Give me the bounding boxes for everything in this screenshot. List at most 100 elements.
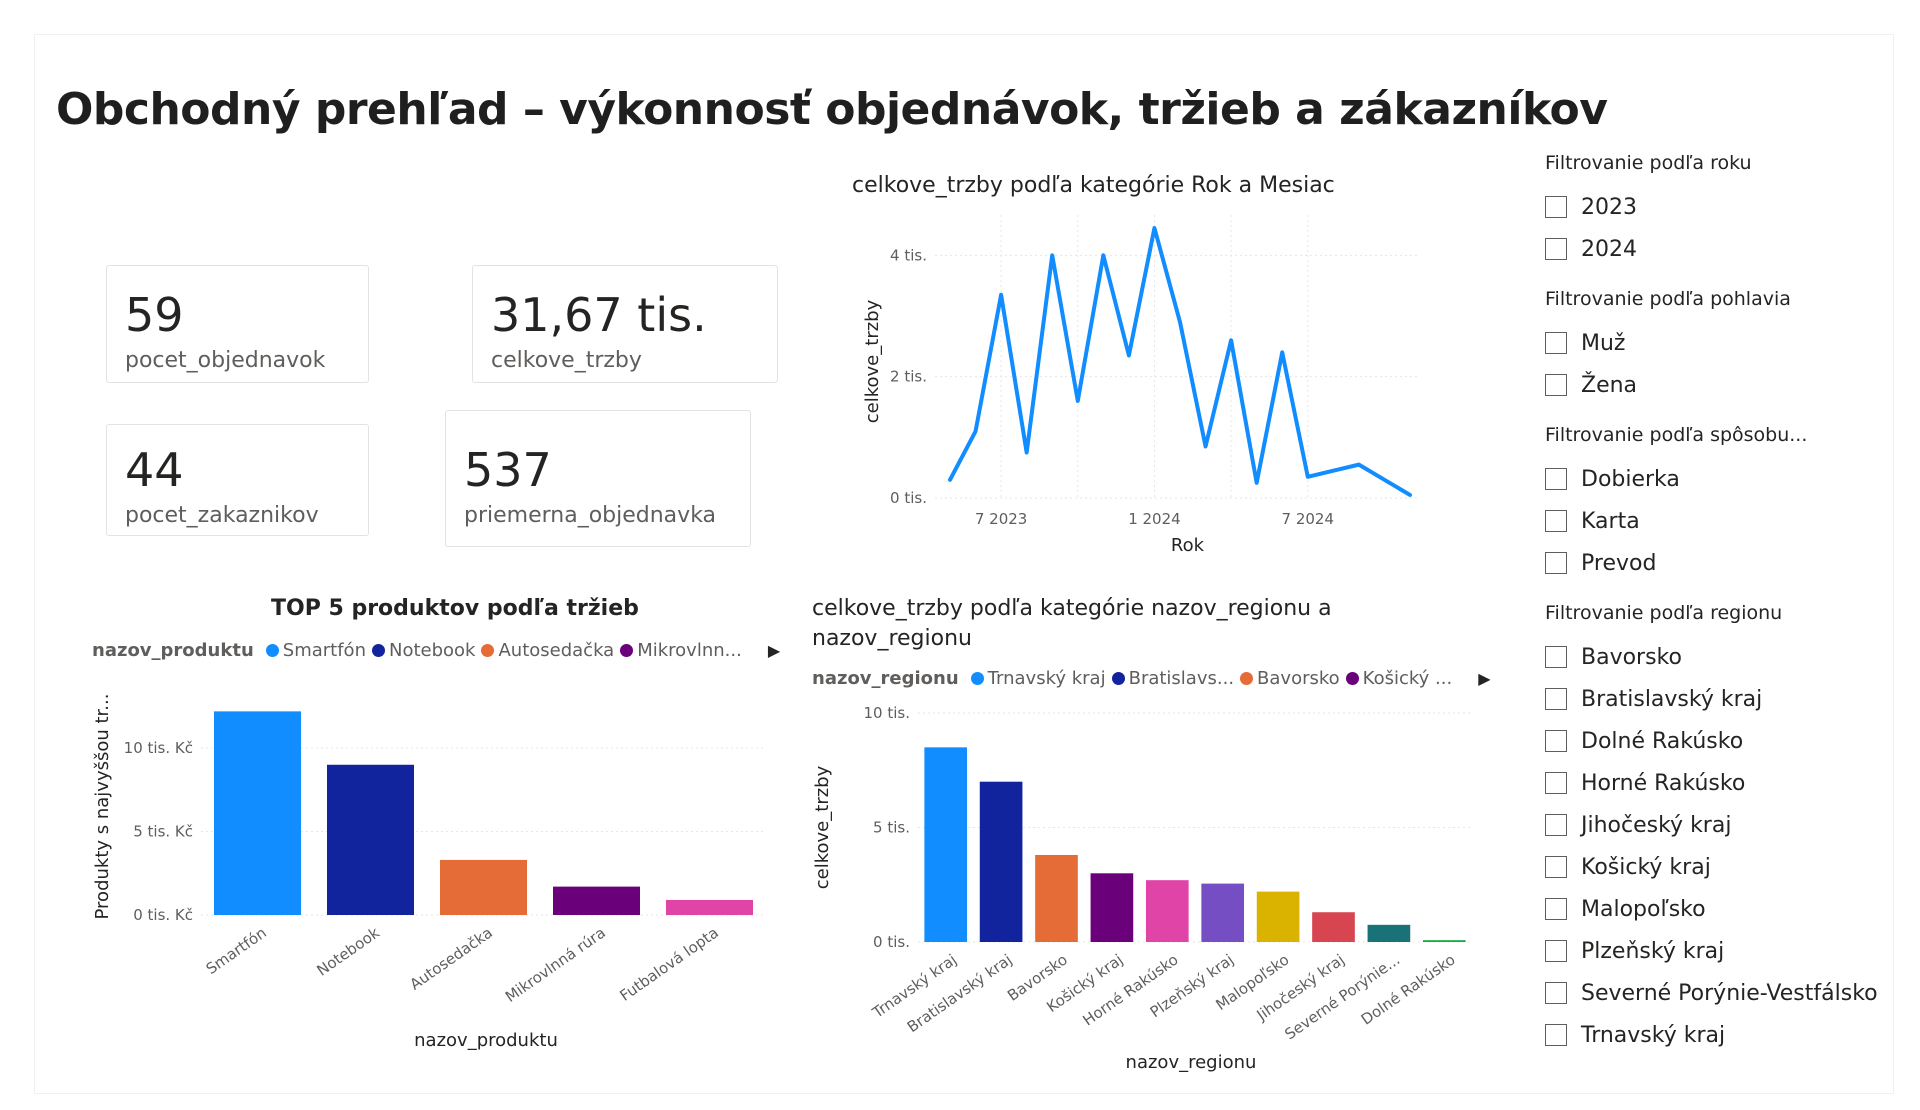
checkbox[interactable] bbox=[1545, 1024, 1567, 1046]
slicer-option-label: Dolné Rakúsko bbox=[1581, 728, 1744, 754]
slicer-option[interactable]: 2024 bbox=[1545, 228, 1878, 270]
kpi-label: priemerna_objednavka bbox=[464, 503, 717, 528]
kpi-card-customers[interactable]: 44 pocet_zakaznikov bbox=[106, 424, 369, 536]
bar-8 bbox=[1312, 912, 1355, 942]
checkbox[interactable] bbox=[1545, 196, 1567, 218]
slicer-option[interactable]: Plzeňský kraj bbox=[1545, 930, 1878, 972]
x-tick-label: Notebook bbox=[313, 923, 383, 979]
page-title: Obchodný prehľad – výkonnosť objednávok,… bbox=[56, 84, 1608, 135]
regions-chart-title: celkove_trzby podľa kategórie nazov_regi… bbox=[812, 596, 1332, 621]
slicer-option-label: Košický kraj bbox=[1581, 854, 1711, 880]
bar-10 bbox=[1422, 940, 1466, 942]
checkbox[interactable] bbox=[1545, 982, 1567, 1004]
legend-item[interactable]: Bavorsko bbox=[1240, 668, 1340, 689]
slicer-option[interactable]: Trnavský kraj bbox=[1545, 1014, 1878, 1056]
legend-item[interactable]: Mikrovlnn... bbox=[620, 640, 742, 661]
regions-legend[interactable]: nazov_regionu Trnavský kraj Bratislavs...… bbox=[812, 668, 1491, 689]
legend-next-arrow-icon[interactable]: ▶ bbox=[767, 641, 781, 660]
checkbox[interactable] bbox=[1545, 646, 1567, 668]
x-tick-label: 1 2024 bbox=[1128, 510, 1181, 528]
slicer-option[interactable]: Horné Rakúsko bbox=[1545, 762, 1878, 804]
legend-item[interactable]: Bratislavs... bbox=[1111, 668, 1234, 689]
slicer-option[interactable]: Muž bbox=[1545, 322, 1878, 364]
x-axis-title: Rok bbox=[1171, 535, 1205, 556]
checkbox[interactable] bbox=[1545, 374, 1567, 396]
slicer-group: Filtrovanie podľa regionu Bavorsko Bratisl… bbox=[1545, 602, 1878, 1056]
bar-5 bbox=[1145, 880, 1189, 942]
slicer-header: Filtrovanie podľa spôsobu... bbox=[1545, 424, 1808, 446]
y-tick-label: 5 tis. bbox=[873, 819, 910, 837]
y-axis-title: Produkty s najvyššou tr... bbox=[92, 694, 113, 920]
checkbox[interactable] bbox=[1545, 332, 1567, 354]
checkbox[interactable] bbox=[1545, 856, 1567, 878]
slicer-option[interactable]: Karta bbox=[1545, 500, 1878, 542]
kpi-card-orders[interactable]: 59 pocet_objednavok bbox=[106, 265, 369, 383]
y-tick-label: 4 tis. bbox=[890, 246, 927, 264]
slicer-option[interactable]: Bratislavský kraj bbox=[1545, 678, 1878, 720]
slicer-option[interactable]: Bavorsko bbox=[1545, 636, 1878, 678]
y-tick-label: 0 tis. Kč bbox=[133, 906, 193, 924]
slicer-option[interactable]: Malopoľsko bbox=[1545, 888, 1878, 930]
legend-label: Bavorsko bbox=[1257, 668, 1340, 689]
slicer-option[interactable]: Prevod bbox=[1545, 542, 1878, 584]
x-tick-label: 7 2024 bbox=[1282, 510, 1335, 528]
checkbox[interactable] bbox=[1545, 940, 1567, 962]
kpi-value: 31,67 tis. bbox=[491, 288, 707, 342]
slicer-option[interactable]: Košický kraj bbox=[1545, 846, 1878, 888]
legend-item[interactable]: Trnavský kraj bbox=[970, 668, 1106, 689]
checkbox[interactable] bbox=[1545, 238, 1567, 260]
legend-next-arrow-icon[interactable]: ▶ bbox=[1478, 669, 1491, 688]
y-axis-title: celkove_trzby bbox=[862, 299, 883, 423]
legend-marker bbox=[1240, 672, 1254, 685]
slicer-option[interactable]: Severné Porýnie-Vestfálsko bbox=[1545, 972, 1878, 1014]
checkbox[interactable] bbox=[1545, 552, 1567, 574]
kpi-card-sales[interactable]: 31,67 tis. celkove_trzby bbox=[472, 265, 778, 383]
kpi-value: 44 bbox=[125, 443, 184, 497]
slicer-group: Filtrovanie podľa pohlavia Muž Žena bbox=[1545, 288, 1878, 406]
slicer-option[interactable]: Žena bbox=[1545, 364, 1878, 406]
products-legend[interactable]: nazov_produktu Smartfón Notebook Autosedač… bbox=[92, 640, 780, 661]
slicer-option-label: Bavorsko bbox=[1581, 644, 1682, 670]
slicer-option[interactable]: Dolné Rakúsko bbox=[1545, 720, 1878, 762]
legend-marker bbox=[620, 644, 634, 657]
slicer-option-label: Jihočeský kraj bbox=[1581, 812, 1732, 838]
slicer-group: Filtrovanie podľa spôsobu... Dobierka Kart… bbox=[1545, 424, 1878, 584]
slicer-option-label: Žena bbox=[1581, 372, 1638, 398]
checkbox[interactable] bbox=[1545, 688, 1567, 710]
legend-title: nazov_produktu bbox=[92, 640, 254, 661]
slicer-option-label: Prevod bbox=[1581, 550, 1657, 576]
legend-item[interactable]: Košický ... bbox=[1345, 668, 1452, 689]
slicer-option-label: Plzeňský kraj bbox=[1581, 938, 1725, 964]
slicer-option-label: 2023 bbox=[1581, 194, 1637, 220]
bar-5 bbox=[665, 899, 754, 915]
slicer-option-label: Bratislavský kraj bbox=[1581, 686, 1763, 712]
checkbox[interactable] bbox=[1545, 772, 1567, 794]
checkbox[interactable] bbox=[1545, 468, 1567, 490]
slicer-header: Filtrovanie podľa regionu bbox=[1545, 602, 1783, 624]
bar-1 bbox=[213, 711, 302, 915]
checkbox[interactable] bbox=[1545, 898, 1567, 920]
legend-item[interactable]: Smartfón bbox=[265, 640, 366, 661]
products-chart-svg: 0 tis. Kč 5 tis. Kč 10 tis. Kč Smartfón Note… bbox=[92, 694, 766, 1051]
y-tick-label: 0 tis. bbox=[873, 933, 910, 951]
bar-4 bbox=[1090, 873, 1134, 942]
x-tick-label: Autosedačka bbox=[406, 924, 495, 994]
checkbox[interactable] bbox=[1545, 730, 1567, 752]
products-chart-visual[interactable]: TOP 5 produktov podľa tržieb nazov_produ… bbox=[86, 590, 786, 1060]
regions-chart-visual[interactable]: celkove_trzby podľa kategórie nazov_regi… bbox=[806, 590, 1496, 1090]
slicer-option[interactable]: Dobierka bbox=[1545, 458, 1878, 500]
checkbox[interactable] bbox=[1545, 814, 1567, 836]
checkbox[interactable] bbox=[1545, 510, 1567, 532]
legend-label: Autosedačka bbox=[498, 640, 615, 661]
slicer-option-label: Muž bbox=[1581, 330, 1626, 356]
slicer-option[interactable]: Jihočeský kraj bbox=[1545, 804, 1878, 846]
y-axis-title: celkove_trzby bbox=[812, 765, 833, 889]
line-chart-visual[interactable]: celkove_trzby podľa kategórie Rok a Mesi… bbox=[840, 165, 1440, 565]
legend-marker bbox=[265, 644, 279, 657]
legend-item[interactable]: Notebook bbox=[371, 640, 476, 661]
legend-label: Notebook bbox=[388, 640, 476, 661]
kpi-card-average-order[interactable]: 537 priemerna_objednavka bbox=[445, 410, 751, 547]
legend-item[interactable]: Autosedačka bbox=[481, 640, 614, 661]
slicer-option[interactable]: 2023 bbox=[1545, 186, 1878, 228]
y-tick-label: 0 tis. bbox=[890, 489, 927, 507]
